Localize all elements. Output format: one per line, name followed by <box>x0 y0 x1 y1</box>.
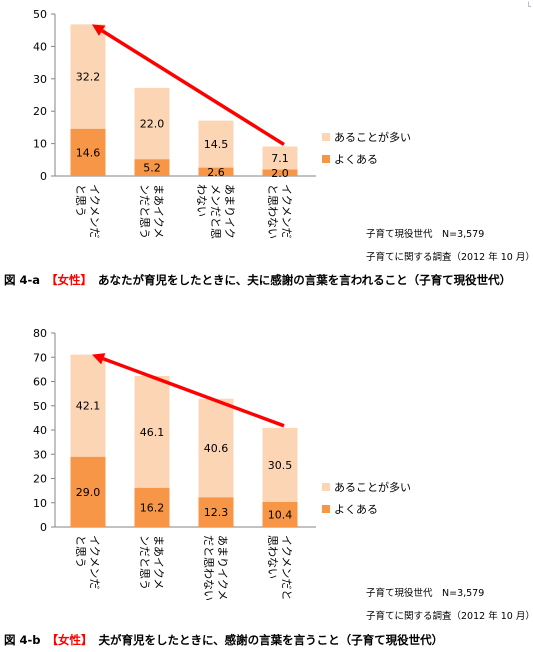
chart-4a-label-3-yokuaru: 2.6 <box>207 166 225 179</box>
chart-4a-bar-3-arukotogaooi <box>198 120 234 168</box>
chart-4b-y-tick-label: 70 <box>33 351 47 364</box>
chart-4a-label-2-yokuaru: 5.2 <box>143 162 161 175</box>
chart-4b-category-3-line-2: だと思わない <box>202 535 215 600</box>
chart-4b-caption-tag: 【女性】 <box>46 633 93 647</box>
chart-4b-category-1-line-2: と思う <box>74 535 87 568</box>
chart-4a-legend-label-1: あることが多い <box>334 130 411 144</box>
chart-4a-label-4-arukotogaooi: 7.1 <box>271 152 289 165</box>
chart-4b-label-4-yokuaru: 10.4 <box>268 508 293 521</box>
chart-4b-y-tick-label: 20 <box>33 473 47 486</box>
chart-4a-caption-text: あなたが育児をしたときに、夫に感謝の言葉を言われること（子育て現役世代） <box>98 273 512 287</box>
chart-4a-label-1-arukotogaooi: 32.2 <box>76 71 101 84</box>
chart-4b-caption-fig: 図 4-b <box>4 633 41 647</box>
chart-4b-note-sample: 子育て現役世代 N=3,579 <box>366 588 485 599</box>
chart-4b-label-3-arukotogaooi: 40.6 <box>204 442 229 455</box>
chart-4b-caption: 図 4-b 【女性】 夫が育児をしたときに、感謝の言葉を言うこと（子育て現役世代） <box>4 632 443 648</box>
chart-4a-category-1-line-2: と思う <box>74 184 87 217</box>
chart-4a-label-3-arukotogaooi: 14.5 <box>204 138 229 151</box>
corner-mark: └ <box>526 2 531 11</box>
chart-4a-legend-swatch-1 <box>322 133 330 141</box>
chart-4a-category-3-line-3: わない <box>195 184 208 217</box>
chart-4b-category-2-line-2: ンだと思う <box>138 535 151 590</box>
chart-4b-bar-4-yokuaru <box>262 501 298 527</box>
chart-4b-label-2-arukotogaooi: 46.1 <box>140 426 165 439</box>
chart-4a-label-1-yokuaru: 14.6 <box>76 146 101 159</box>
chart-4b-arrow-head <box>92 353 106 365</box>
chart-4a-bar-1-yokuaru <box>70 128 106 176</box>
chart-4a-bar-2-yokuaru <box>134 159 170 176</box>
chart-4b-y-tick-label: 40 <box>33 424 47 437</box>
chart-4b-bar-1-arukotogaooi <box>70 354 106 457</box>
chart-4a-y-tick-label: 0 <box>40 170 47 183</box>
chart-4a-category-2-line-1: まあイクメ <box>152 184 165 238</box>
chart-4a-note-survey: 子育てに関する調査（2012 年 10 月） <box>366 252 533 263</box>
chart-4b-y-tick-label: 30 <box>33 448 47 461</box>
chart-4b-label-4-arukotogaooi: 30.5 <box>268 459 293 472</box>
chart-4b-arrow-line <box>102 357 285 428</box>
chart-4b-category-3-line-1: あまりイクメン <box>216 535 229 600</box>
chart-4a-y-tick-label: 20 <box>33 105 47 118</box>
chart-4b-category-1-line-1: イクメンだ <box>88 535 101 589</box>
chart-4a-category-3-line-1: あまりイク <box>223 184 236 239</box>
chart-4b-bar-1-yokuaru <box>70 456 106 527</box>
chart-4a-category-4-line-2: と思わない <box>266 184 279 239</box>
chart-4a-category-2-line-2: ンだと思う <box>138 184 151 239</box>
chart-4b-category-2-line-1: まあイクメ <box>152 535 165 589</box>
chart-4b-y-tick-label: 0 <box>40 521 47 534</box>
chart-4a-caption: 図 4-a 【女性】 あなたが育児をしたときに、夫に感謝の言葉を言われること（子育て… <box>4 272 511 288</box>
chart-4a-legend-swatch-2 <box>322 155 330 163</box>
chart-4a-caption-tag: 【女性】 <box>46 273 93 287</box>
chart-4a-caption-fig: 図 4-a <box>4 273 41 287</box>
chart-4b-bar-4-arukotogaooi <box>262 427 298 502</box>
chart-4a-y-tick-label: 30 <box>33 73 47 86</box>
chart-4b-legend-swatch-2 <box>322 505 330 513</box>
chart-4a-category-4-line-1: イクメンだ <box>280 184 293 238</box>
chart-4b-bar-2-yokuaru <box>134 487 170 527</box>
chart-4a-category-1-line-1: イクメンだ <box>88 184 101 238</box>
chart-4b-y-tick-label: 80 <box>33 327 47 340</box>
chart-4b-label-1-yokuaru: 29.0 <box>76 486 101 499</box>
chart-4b-category-4-line-1: イクメンだと <box>280 535 293 600</box>
chart-4b-y-tick-label: 50 <box>33 400 47 413</box>
chart-4a-y-tick-label: 10 <box>33 138 47 151</box>
chart-4a-y-tick-label: 50 <box>33 8 47 21</box>
chart-4a-legend-label-2: よくある <box>334 153 378 166</box>
chart-4a-label-2-arukotogaooi: 22.0 <box>140 118 165 131</box>
chart-4a-bar-1-arukotogaooi <box>70 24 106 129</box>
chart-4a-label-4-yokuaru: 2.0 <box>271 167 289 180</box>
chart-4b-legend-swatch-1 <box>322 483 330 491</box>
chart-4a-bar-4-arukotogaooi <box>262 146 298 170</box>
chart-4b-category-4-line-2: 思わない <box>266 535 279 579</box>
chart-4a-bar-2-arukotogaooi <box>134 87 170 160</box>
chart-4a-y-tick-label: 40 <box>33 40 47 53</box>
chart-4a-bar-3-yokuaru <box>198 167 234 176</box>
chart-4a-arrow-line <box>101 29 285 146</box>
chart-4a-note-sample: 子育て現役世代 N=3,579 <box>366 229 485 240</box>
chart-4b-caption-text: 夫が育児をしたときに、感謝の言葉を言うこと（子育て現役世代） <box>98 633 444 647</box>
chart-4b-bar-2-arukotogaooi <box>134 375 170 488</box>
chart-4b-y-tick-label: 60 <box>33 376 47 389</box>
chart-4b-legend-label-2: よくある <box>334 503 378 516</box>
chart-4b-label-1-arukotogaooi: 42.1 <box>76 400 101 413</box>
chart-4a-category-3-line-2: メンだと思 <box>209 184 222 239</box>
chart-4a-bar-4-yokuaru <box>262 169 298 176</box>
chart-4a-arrow-head <box>92 24 106 36</box>
chart-4b-bar-3-arukotogaooi <box>198 398 234 498</box>
chart-4a: 0102030405014.632.2イクメンだと思う5.222.0まあイクメン… <box>33 8 411 239</box>
chart-4b-legend-label-1: あることが多い <box>334 480 411 494</box>
chart-4b-y-tick-label: 10 <box>33 497 47 510</box>
chart-4b-label-2-yokuaru: 16.2 <box>140 501 165 514</box>
chart-4b-label-3-yokuaru: 12.3 <box>204 506 229 519</box>
chart-4b-note-survey: 子育てに関する調査（2012 年 10 月） <box>366 611 533 622</box>
chart-4b-bar-3-yokuaru <box>198 497 234 527</box>
